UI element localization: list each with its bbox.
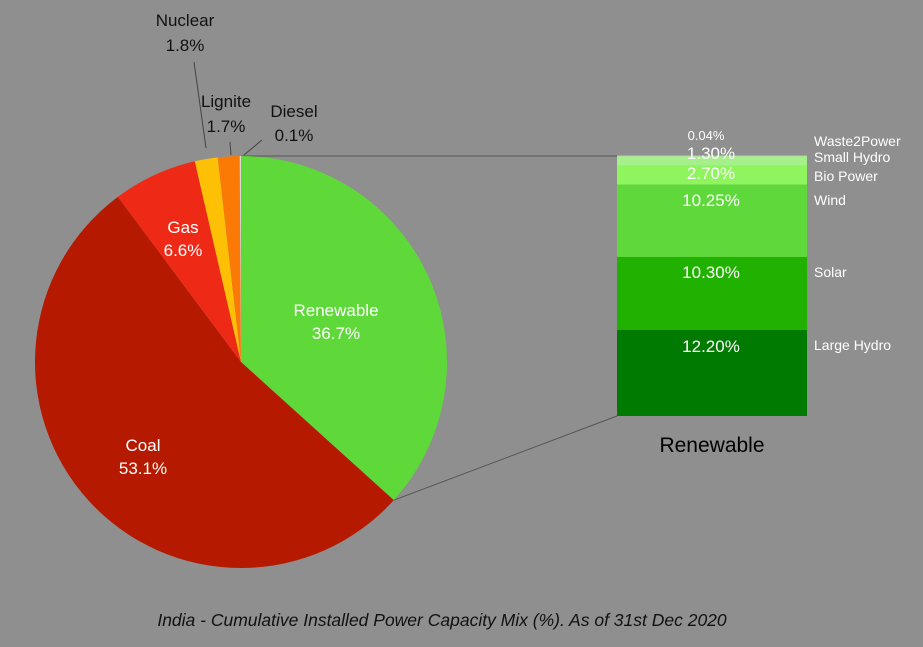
pie-labels: Renewable 36.7% Coal 53.1% Gas 6.6% Nuclear 1.8… — [119, 11, 379, 478]
pie-slice-coal — [34, 196, 394, 569]
bar-segment-large-hydro — [617, 329, 807, 416]
pie-slice-diesel — [239, 155, 241, 362]
bar-segment-bio-power — [617, 165, 807, 185]
pie-label-coal: Coal — [126, 436, 161, 455]
pie-value-diesel: 0.1% — [275, 126, 314, 145]
bar-segment-small-hydro — [617, 156, 807, 166]
bar-category-wind: Wind — [814, 192, 846, 208]
pie-label-renewable: Renewable — [293, 301, 378, 320]
bar-category-large-hydro: Large Hydro — [814, 337, 891, 353]
bar-segments — [617, 155, 807, 416]
connector-lines — [241, 155, 618, 501]
bar-labels: 12.20% Large Hydro 10.30% Solar 10.25% Wind 2.… — [682, 128, 901, 356]
bar-value-waste2power: 0.04% — [688, 128, 725, 143]
bar-value-small-hydro: 1.30% — [687, 144, 735, 163]
bar-segment-waste2power — [617, 155, 807, 157]
pie-label-diesel: Diesel — [270, 102, 317, 121]
pie-leader-lignite — [229, 141, 232, 156]
bar-category-waste2power: Waste2Power — [814, 133, 901, 149]
pie-label-nuclear: Nuclear — [156, 11, 215, 30]
bar-segment-wind — [617, 184, 807, 257]
connector-bottom — [393, 415, 618, 501]
bar-category-bio-power: Bio Power — [814, 168, 878, 184]
bar-value-bio-power: 2.70% — [687, 164, 735, 183]
chart-title: India - Cumulative Installed Power Capac… — [157, 610, 727, 630]
bar-category-solar: Solar — [814, 264, 847, 280]
bar-category-label: Renewable — [659, 434, 764, 457]
pie-value-renewable: 36.7% — [312, 324, 360, 343]
bar-value-solar: 10.30% — [682, 263, 740, 282]
bar-value-wind: 10.25% — [682, 191, 740, 210]
pie-value-lignite: 1.7% — [207, 117, 246, 136]
bar-value-large-hydro: 12.20% — [682, 337, 740, 356]
pie-label-gas: Gas — [167, 218, 198, 237]
bar-segment-solar — [617, 256, 807, 330]
pie-value-nuclear: 1.8% — [166, 36, 205, 55]
pie-slices — [34, 155, 448, 569]
pie-value-gas: 6.6% — [164, 241, 203, 260]
bar-category-small-hydro: Small Hydro — [814, 149, 890, 165]
pie-slice-gas — [117, 161, 241, 362]
pie-leader-diesel — [243, 139, 263, 156]
pie-label-lignite: Lignite — [201, 92, 251, 111]
pie-leader-nuclear — [193, 61, 207, 149]
pie-slice-lignite — [217, 156, 241, 362]
pie-value-coal: 53.1% — [119, 459, 167, 478]
pie-slice-renewable — [241, 156, 448, 501]
pie-slice-nuclear — [194, 157, 241, 362]
